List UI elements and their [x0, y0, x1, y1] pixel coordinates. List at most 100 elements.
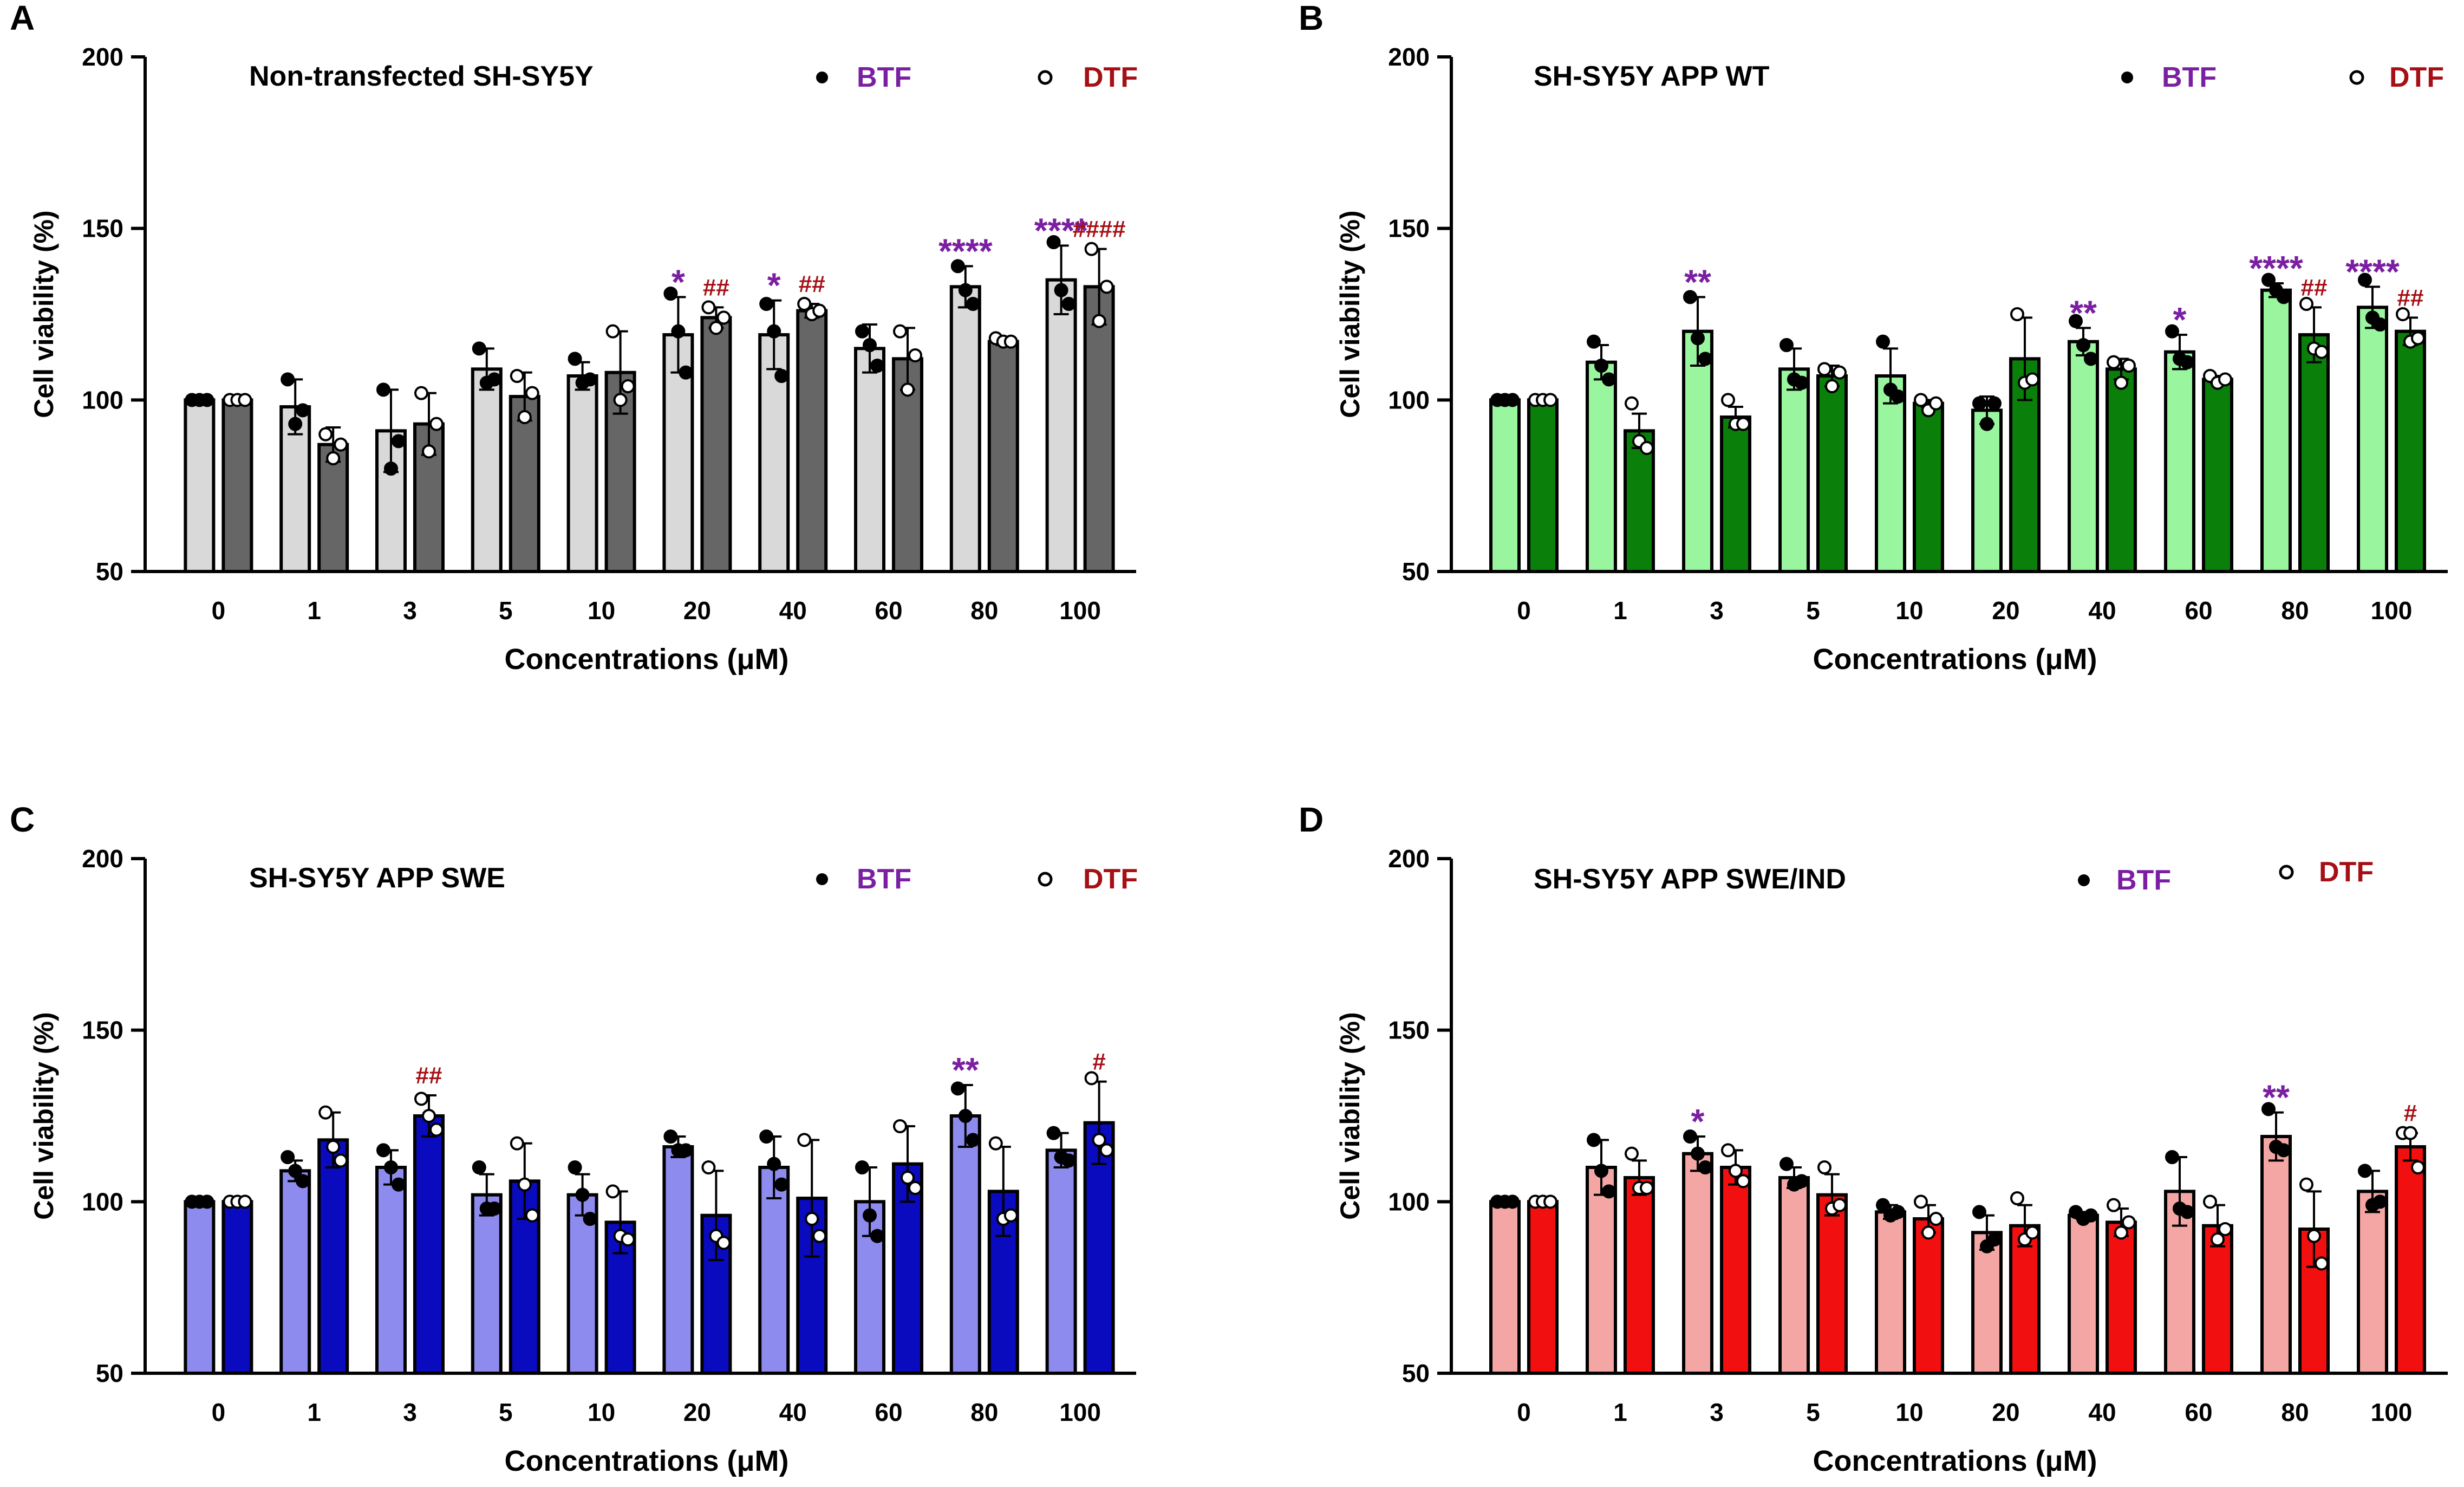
- data-point-dtf: [1092, 314, 1106, 328]
- data-point-dtf: [429, 417, 444, 431]
- data-point-dtf: [2025, 1225, 2039, 1240]
- data-point-dtf: [2107, 1198, 2121, 1212]
- data-point-btf: [487, 372, 501, 387]
- data-point-btf: [1691, 1146, 1705, 1161]
- bar-dtf-1: [317, 443, 349, 574]
- bar-dtf-10: [1913, 1217, 1944, 1375]
- data-point-btf: [384, 462, 398, 476]
- data-point-dtf: [422, 444, 436, 459]
- data-point-btf: [863, 338, 877, 352]
- x-tick-label: 10: [588, 1398, 615, 1426]
- data-point-btf: [2373, 317, 2387, 332]
- data-point-dtf: [1736, 1174, 1750, 1189]
- bar-dtf-40: [2106, 367, 2137, 573]
- x-axis-label: Concentrations (μM): [504, 1445, 788, 1477]
- x-tick-label: 40: [779, 1398, 807, 1426]
- data-point-btf: [855, 1160, 869, 1174]
- data-point-dtf: [1721, 1143, 1735, 1158]
- data-point-btf: [1594, 1164, 1608, 1178]
- x-tick-label: 0: [1517, 596, 1531, 625]
- data-point-btf: [1683, 290, 1697, 304]
- legend-btf-label: BTF: [857, 62, 911, 93]
- bar-dtf-5: [1816, 1193, 1848, 1375]
- bar-btf-80: [949, 285, 981, 573]
- legend-btf-marker: [816, 873, 828, 885]
- data-point-btf: [2277, 1143, 2291, 1158]
- x-tick-label: 1: [307, 1398, 321, 1426]
- data-point-dtf: [2122, 359, 2136, 373]
- significance-label: ##: [799, 271, 825, 297]
- bar-btf-1: [279, 1169, 311, 1375]
- data-point-dtf: [797, 297, 812, 311]
- bar-btf-80: [2260, 1135, 2292, 1375]
- bar-btf-40: [2068, 340, 2099, 574]
- bar-btf-5: [471, 1193, 503, 1375]
- significance-label: ****: [938, 231, 993, 270]
- x-tick-label: 1: [307, 596, 321, 625]
- data-point-btf: [1795, 375, 1809, 390]
- y-axis-label: Cell viability (%): [29, 1012, 59, 1219]
- y-tick-label: 100: [1388, 1187, 1430, 1216]
- y-axis-label: Cell viability (%): [1335, 1012, 1365, 1219]
- data-point-dtf: [805, 1212, 819, 1226]
- data-point-btf: [679, 365, 693, 380]
- legend-btf-label: BTF: [2116, 865, 2171, 896]
- bar-btf-5: [471, 367, 503, 573]
- data-point-btf: [583, 1212, 597, 1226]
- data-point-dtf: [525, 386, 539, 400]
- data-point-dtf: [893, 1119, 907, 1133]
- data-point-btf: [376, 382, 390, 397]
- data-point-dtf: [510, 369, 524, 383]
- data-point-dtf: [1817, 1160, 1831, 1174]
- data-point-dtf: [1914, 393, 1928, 407]
- data-point-btf: [863, 1208, 877, 1223]
- data-point-btf: [200, 1194, 214, 1209]
- data-point-dtf: [2411, 1160, 2425, 1174]
- data-point-btf: [288, 417, 303, 431]
- data-point-dtf: [1721, 393, 1735, 407]
- data-point-dtf: [2299, 1177, 2313, 1192]
- bar-btf-5: [1778, 1176, 1810, 1375]
- data-point-dtf: [1084, 1071, 1099, 1086]
- data-point-btf: [1594, 359, 1608, 373]
- data-point-dtf: [1825, 379, 1839, 393]
- y-tick-label: 100: [1388, 386, 1430, 414]
- x-tick-label: 60: [2185, 1398, 2212, 1426]
- data-point-btf: [2180, 1205, 2194, 1219]
- data-point-btf: [1987, 1232, 2002, 1246]
- y-tick-label: 50: [96, 557, 123, 586]
- y-tick-label: 100: [82, 1187, 123, 1216]
- bar-dtf-0: [221, 398, 253, 573]
- bar-dtf-0: [221, 1200, 253, 1375]
- x-tick-label: 20: [683, 1398, 711, 1426]
- data-point-btf: [1691, 331, 1705, 346]
- data-point-dtf: [2025, 372, 2039, 387]
- bar-btf-0: [1489, 398, 1521, 573]
- data-point-dtf: [621, 379, 635, 393]
- significance-label: ##: [703, 274, 729, 301]
- data-point-dtf: [1929, 1212, 1943, 1226]
- data-point-btf: [958, 1109, 973, 1123]
- data-point-btf: [1046, 1126, 1061, 1140]
- panel-title: SH-SY5Y APP SWE: [249, 862, 505, 894]
- data-point-dtf: [2122, 1215, 2136, 1230]
- data-point-btf: [568, 1160, 582, 1174]
- significance-label: **: [2070, 293, 2097, 332]
- y-tick-label: 200: [1388, 845, 1430, 873]
- bar-btf-3: [1682, 1152, 1713, 1375]
- panel-title: SH-SY5Y APP WT: [1534, 61, 1770, 92]
- significance-label: ****: [2249, 249, 2303, 288]
- data-point-dtf: [1640, 441, 1654, 455]
- bar-btf-80: [949, 1114, 981, 1375]
- data-point-btf: [870, 1229, 884, 1243]
- data-point-btf: [472, 341, 486, 356]
- data-point-btf: [950, 259, 965, 274]
- data-point-btf: [671, 324, 686, 339]
- panel-letter: D: [1299, 800, 1324, 839]
- data-point-dtf: [1543, 393, 1557, 407]
- significance-label: *: [2173, 300, 2187, 339]
- x-tick-label: 3: [1710, 596, 1724, 625]
- data-point-dtf: [2114, 375, 2128, 390]
- data-point-btf: [296, 403, 310, 418]
- legend-dtf-marker: [2279, 865, 2294, 880]
